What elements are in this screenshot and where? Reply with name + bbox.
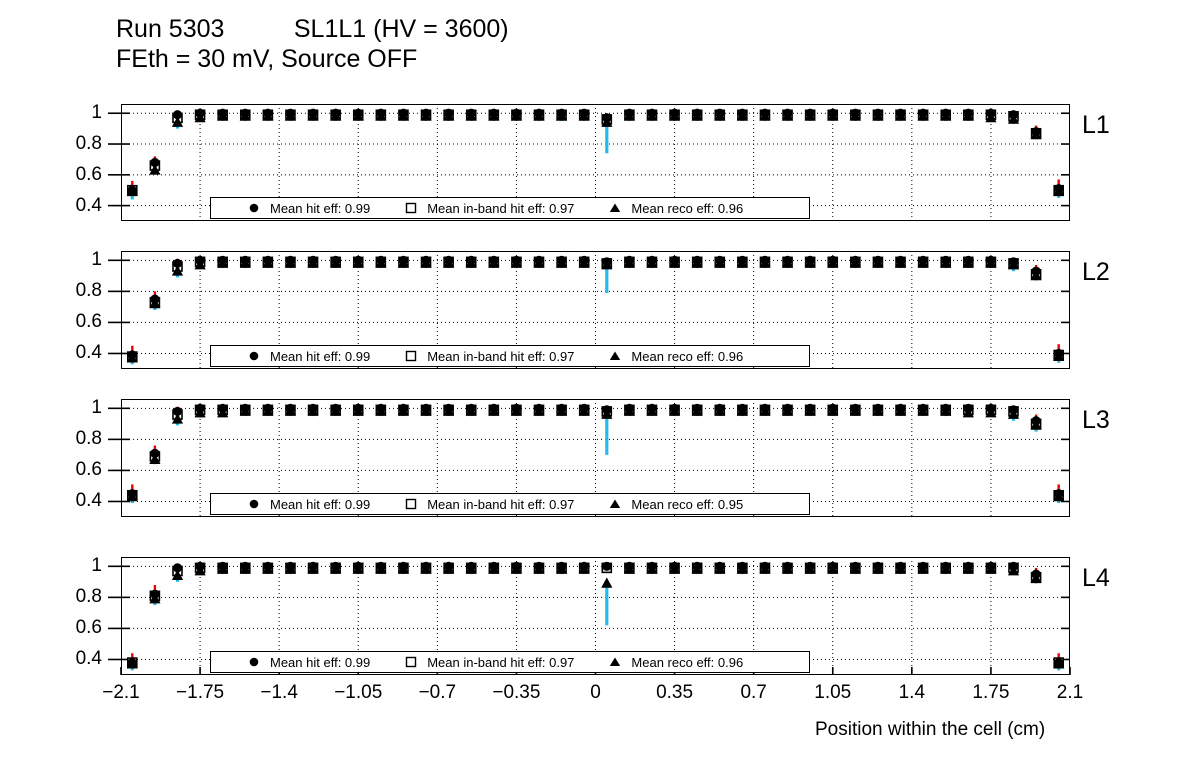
y-tick-label: 1 xyxy=(91,249,102,271)
x-axis-title: Position within the cell (cm) xyxy=(815,719,1046,740)
y-tick-label: 0.6 xyxy=(75,459,102,481)
panel-layer-label-l1: L1 xyxy=(1082,111,1110,139)
x-tick-label: −0.7 xyxy=(418,682,457,703)
legend-label: Mean hit eff: 0.99 xyxy=(270,496,371,512)
legend-entry: Mean in-band hit eff: 0.97 xyxy=(404,655,574,670)
x-tick-label: 0 xyxy=(590,682,601,703)
y-tick-label: 0.8 xyxy=(75,428,102,450)
open-square-icon xyxy=(406,656,417,668)
filled-triangle-icon xyxy=(610,203,621,212)
y-tick-label: 0.6 xyxy=(75,311,102,333)
legend-label: Mean in-band hit eff: 0.97 xyxy=(427,496,575,512)
legend-entry: Mean reco eff: 0.96 xyxy=(608,655,743,670)
y-tick-label: 1 xyxy=(91,555,102,577)
legend-entry: Mean reco eff: 0.96 xyxy=(608,349,743,364)
legend-label: Mean reco eff: 0.96 xyxy=(631,200,744,216)
x-tick-label: 1.75 xyxy=(972,682,1010,703)
legend-entry: Mean in-band hit eff: 0.97 xyxy=(404,497,574,512)
y-tick-label: 0.8 xyxy=(75,133,102,155)
legend-l3: Mean hit eff: 0.99 Mean in-band hit eff: … xyxy=(210,493,810,515)
filled-circle-icon xyxy=(249,657,259,667)
y-tick-label: 1 xyxy=(91,102,102,124)
y-tick-label: 0.6 xyxy=(75,163,102,185)
title-line-1: Run 5303 SL1L1 (HV = 3600) xyxy=(116,15,509,43)
x-tick-label: 2.1 xyxy=(1056,682,1084,703)
filled-triangle-icon xyxy=(610,351,621,360)
panel-layer-label-l3: L3 xyxy=(1082,406,1110,434)
x-tick-label: −1.75 xyxy=(176,682,225,703)
legend-entry: Mean reco eff: 0.95 xyxy=(608,497,743,512)
legend-label: Mean hit eff: 0.99 xyxy=(270,348,371,364)
legend-l1: Mean hit eff: 0.99 Mean in-band hit eff: … xyxy=(210,197,810,219)
y-tick-label: 0.8 xyxy=(75,586,102,608)
y-tick-label: 0.6 xyxy=(75,617,102,639)
panel-layer-label-l4: L4 xyxy=(1082,564,1110,592)
y-tick-label: 0.4 xyxy=(75,490,102,512)
filled-circle-icon xyxy=(249,203,259,213)
y-tick-label: 0.8 xyxy=(75,280,102,302)
legend-label: Mean hit eff: 0.99 xyxy=(270,200,371,216)
y-tick-label: 0.4 xyxy=(75,342,102,364)
y-tick-label: 1 xyxy=(91,397,102,419)
legend-label: Mean reco eff: 0.96 xyxy=(631,654,744,670)
y-tick-label: 0.4 xyxy=(75,194,102,216)
x-tick-label: −2.1 xyxy=(102,682,140,703)
y-tick-label: 0.4 xyxy=(75,648,102,670)
open-square-icon xyxy=(406,498,417,510)
legend-label: Mean reco eff: 0.96 xyxy=(631,348,744,364)
plot-title-block: Run 5303 SL1L1 (HV = 3600) FEth = 30 mV,… xyxy=(116,14,509,74)
x-tick-label: 0.7 xyxy=(740,682,767,703)
x-tick-label: 1.05 xyxy=(814,682,852,703)
x-tick-label: 1.4 xyxy=(898,682,926,703)
open-square-icon xyxy=(406,202,417,214)
legend-label: Mean reco eff: 0.95 xyxy=(631,496,744,512)
filled-triangle-icon xyxy=(610,499,621,508)
filled-triangle-icon xyxy=(610,657,621,666)
legend-l2: Mean hit eff: 0.99 Mean in-band hit eff: … xyxy=(210,345,810,367)
legend-entry: Mean hit eff: 0.99 xyxy=(247,497,370,512)
panel-layer-label-l2: L2 xyxy=(1082,258,1110,286)
legend-label: Mean hit eff: 0.99 xyxy=(270,654,371,670)
filled-circle-icon xyxy=(249,351,259,361)
legend-entry: Mean hit eff: 0.99 xyxy=(247,201,370,216)
open-square-icon xyxy=(406,350,417,362)
legend-label: Mean in-band hit eff: 0.97 xyxy=(427,348,575,364)
legend-entry: Mean hit eff: 0.99 xyxy=(247,349,370,364)
title-line-2: FEth = 30 mV, Source OFF xyxy=(116,45,418,73)
x-tick-label: −1.4 xyxy=(260,682,298,703)
legend-entry: Mean in-band hit eff: 0.97 xyxy=(404,201,574,216)
legend-label: Mean in-band hit eff: 0.97 xyxy=(427,654,575,670)
legend-entry: Mean hit eff: 0.99 xyxy=(247,655,370,670)
legend-entry: Mean in-band hit eff: 0.97 xyxy=(404,349,574,364)
filled-circle-icon xyxy=(249,499,259,509)
x-tick-label: 0.35 xyxy=(656,682,694,703)
legend-entry: Mean reco eff: 0.96 xyxy=(608,201,743,216)
x-tick-label: −1.05 xyxy=(334,682,383,703)
legend-label: Mean in-band hit eff: 0.97 xyxy=(427,200,575,216)
x-tick-label: −0.35 xyxy=(492,682,541,703)
legend-l4: Mean hit eff: 0.99 Mean in-band hit eff: … xyxy=(210,651,810,673)
